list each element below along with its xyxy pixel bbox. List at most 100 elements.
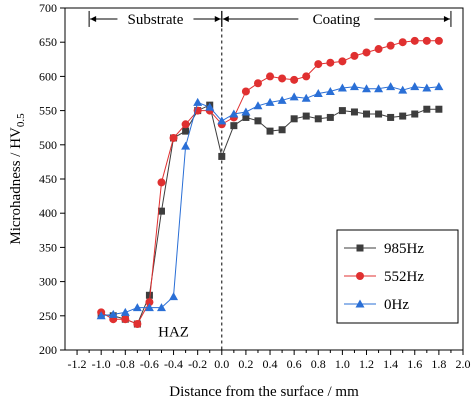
x-tick-label: 1.8: [431, 357, 446, 371]
region-label-bg: [135, 321, 212, 342]
data-point: [363, 110, 371, 118]
x-tick-label: -0.8: [116, 357, 135, 371]
data-point: [96, 311, 106, 320]
y-tick-label: 350: [39, 240, 57, 254]
x-tick-label: 0.2: [238, 357, 253, 371]
data-point: [410, 36, 419, 45]
legend-label: 0Hz: [384, 297, 409, 313]
legend-label: 985Hz: [384, 241, 424, 257]
legend-item-985Hz: 985Hz: [344, 241, 424, 257]
data-point: [386, 41, 395, 50]
y-tick-label: 200: [39, 343, 57, 357]
region-annotations: Substrate Coating HAZ: [88, 8, 452, 350]
data-point: [337, 83, 347, 92]
data-point: [338, 57, 347, 66]
data-point: [302, 72, 311, 81]
region-label-bg: [298, 8, 375, 29]
data-point: [375, 110, 383, 118]
data-point: [374, 84, 384, 93]
data-point: [278, 74, 287, 83]
x-tick-label: 0.4: [263, 357, 278, 371]
x-tick-label: -1.0: [92, 357, 111, 371]
data-point: [410, 82, 420, 91]
region-label: Substrate: [128, 12, 184, 28]
data-point: [265, 97, 275, 106]
data-point: [253, 79, 262, 88]
data-point: [302, 112, 310, 120]
data-point: [314, 60, 323, 69]
x-tick-label: -1.2: [68, 357, 87, 371]
x-tick-label: 0.6: [287, 357, 302, 371]
y-tick-label: 450: [39, 172, 57, 186]
data-point: [423, 105, 431, 113]
data-point: [145, 298, 154, 307]
data-point: [374, 45, 383, 54]
data-point: [254, 117, 262, 125]
legend-label: 552Hz: [384, 269, 424, 285]
series-552Hz: [97, 36, 443, 329]
data-point: [386, 82, 396, 91]
x-tick-label: 1.2: [359, 357, 374, 371]
y-tick-label: 600: [39, 69, 57, 83]
series-group: [96, 36, 444, 329]
data-point: [120, 307, 130, 316]
y-tick-label: 550: [39, 104, 57, 118]
x-axis-title: Distance from the surface / mm: [169, 384, 359, 400]
legend-marker: [356, 244, 364, 252]
region-arrow-left: [222, 15, 229, 22]
data-point: [241, 87, 250, 96]
data-point: [422, 36, 431, 45]
data-point: [398, 85, 408, 94]
data-point: [253, 101, 263, 110]
x-tick-label: -0.2: [188, 357, 207, 371]
data-point: [434, 36, 443, 45]
data-point: [242, 113, 250, 121]
data-point: [169, 133, 178, 142]
data-point: [230, 122, 238, 130]
y-tick-label: 250: [39, 309, 57, 323]
x-tick-label: 1.0: [335, 357, 350, 371]
data-point: [278, 126, 286, 134]
data-point: [156, 303, 166, 312]
data-point: [182, 127, 190, 135]
region-label: HAZ: [158, 325, 189, 341]
region-label-bg: [117, 8, 194, 29]
data-point: [108, 309, 118, 318]
data-point: [144, 303, 154, 312]
data-point: [349, 82, 359, 91]
data-point: [422, 83, 432, 92]
region-arrow-right: [214, 15, 221, 22]
data-point: [145, 291, 153, 299]
data-point: [314, 115, 322, 123]
data-point: [411, 110, 419, 118]
data-point: [121, 315, 130, 324]
data-point: [181, 141, 191, 150]
x-tick-label: 2.0: [456, 357, 471, 371]
data-point: [218, 152, 226, 160]
data-point: [241, 107, 251, 116]
data-point: [266, 72, 275, 81]
data-point: [132, 303, 142, 312]
y-tick-label: 650: [39, 35, 57, 49]
y-axis-title-main: Microhadness / HV: [8, 127, 24, 245]
data-point: [193, 97, 203, 106]
data-point: [217, 116, 227, 125]
data-point: [289, 92, 299, 101]
x-tick-label: 0.8: [311, 357, 326, 371]
data-point: [313, 89, 323, 97]
data-point: [338, 107, 346, 115]
x-tick-label: -0.6: [140, 357, 159, 371]
data-point: [157, 178, 166, 187]
data-point: [362, 48, 371, 57]
data-point: [266, 127, 274, 135]
x-tick-label: 0.0: [214, 357, 229, 371]
legend-item-0Hz: 0Hz: [344, 297, 409, 313]
y-tick-label: 500: [39, 138, 57, 152]
data-point: [325, 86, 335, 95]
data-point: [181, 120, 190, 129]
data-point: [290, 75, 299, 84]
ticks: -1.2 -1.0 -0.8 -0.6 -0.4 -0.2 0.0 0.2 0.4 0.6 0.8 1…: [39, 1, 471, 371]
data-point: [387, 113, 395, 121]
data-point: [277, 95, 287, 104]
y-tick-label: 400: [39, 206, 57, 220]
